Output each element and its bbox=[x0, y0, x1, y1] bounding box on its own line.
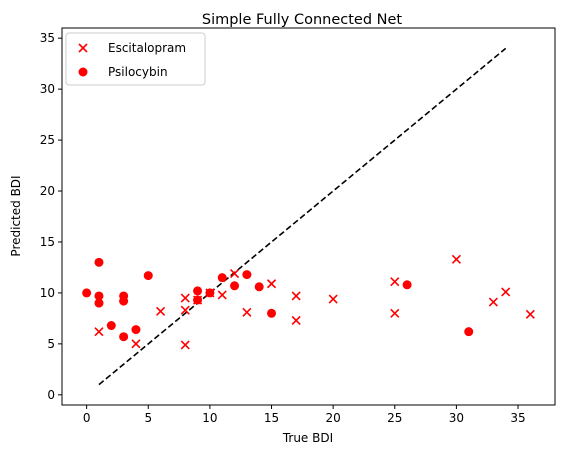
point-psilocybin bbox=[267, 308, 277, 318]
y-tick-label: 10 bbox=[40, 286, 55, 300]
x-tick-label: 20 bbox=[326, 411, 341, 425]
point-psilocybin bbox=[254, 282, 264, 292]
point-psilocybin bbox=[131, 325, 141, 335]
point-escitalopram bbox=[180, 293, 190, 303]
point-psilocybin bbox=[193, 286, 203, 296]
point-psilocybin bbox=[464, 327, 474, 337]
x-tick-label: 5 bbox=[144, 411, 152, 425]
point-escitalopram bbox=[390, 277, 400, 287]
x-tick-label: 10 bbox=[202, 411, 217, 425]
point-escitalopram bbox=[291, 315, 301, 325]
point-psilocybin bbox=[94, 291, 104, 301]
point-escitalopram bbox=[451, 254, 461, 264]
point-escitalopram bbox=[217, 290, 227, 300]
point-escitalopram bbox=[180, 305, 190, 315]
x-tick-label: 30 bbox=[449, 411, 464, 425]
point-psilocybin bbox=[106, 321, 116, 331]
point-psilocybin bbox=[193, 295, 203, 305]
x-tick-label: 25 bbox=[387, 411, 402, 425]
series-psilocybin bbox=[82, 257, 474, 342]
x-axis: 0 5 10 15 20 25 30 35 bbox=[83, 405, 526, 425]
y-tick-label: 0 bbox=[47, 388, 55, 402]
y-axis: 0 5 10 15 20 25 30 35 bbox=[40, 31, 62, 402]
y-tick-label: 5 bbox=[47, 337, 55, 351]
legend-label-psilocybin: Psilocybin bbox=[108, 65, 168, 79]
point-escitalopram bbox=[266, 279, 277, 289]
x-tick-label: 15 bbox=[264, 411, 279, 425]
point-escitalopram bbox=[501, 287, 511, 297]
legend-marker-x bbox=[78, 43, 88, 53]
x-tick-label: 0 bbox=[83, 411, 91, 425]
y-tick-label: 20 bbox=[40, 184, 55, 198]
legend: Escitalopram Psilocybin bbox=[65, 32, 206, 86]
y-tick-label: 30 bbox=[40, 82, 55, 96]
y-tick-label: 35 bbox=[40, 31, 55, 45]
point-psilocybin bbox=[119, 332, 129, 342]
point-escitalopram bbox=[156, 306, 166, 316]
chart-title: Simple Fully Connected Net bbox=[202, 12, 403, 28]
point-psilocybin bbox=[94, 298, 104, 308]
legend-box bbox=[65, 32, 206, 86]
point-escitalopram bbox=[390, 308, 400, 318]
point-escitalopram bbox=[525, 309, 535, 319]
point-psilocybin bbox=[242, 270, 252, 280]
point-psilocybin bbox=[402, 280, 412, 290]
point-escitalopram bbox=[242, 307, 252, 317]
point-escitalopram bbox=[180, 340, 190, 350]
y-axis-title: Predicted BDI bbox=[9, 175, 23, 256]
legend-label-escitalopram: Escitalopram bbox=[108, 41, 186, 55]
point-escitalopram bbox=[291, 291, 301, 301]
y-tick-label: 15 bbox=[40, 235, 55, 249]
point-psilocybin bbox=[217, 273, 227, 283]
plot-area bbox=[82, 47, 535, 386]
point-escitalopram bbox=[328, 294, 338, 304]
point-escitalopram bbox=[229, 268, 240, 279]
point-psilocybin bbox=[94, 257, 104, 267]
point-escitalopram bbox=[131, 339, 141, 349]
point-psilocybin bbox=[143, 271, 153, 281]
x-axis-title: True BDI bbox=[282, 431, 333, 445]
y-tick-label: 25 bbox=[40, 133, 55, 147]
point-psilocybin bbox=[82, 288, 92, 298]
point-psilocybin bbox=[230, 281, 240, 291]
legend-marker-dot bbox=[78, 67, 88, 77]
x-tick-label: 35 bbox=[510, 411, 525, 425]
plot-frame bbox=[61, 27, 556, 406]
point-escitalopram bbox=[94, 327, 104, 337]
point-psilocybin bbox=[205, 288, 215, 298]
point-escitalopram bbox=[488, 297, 498, 307]
point-psilocybin bbox=[119, 296, 129, 306]
identity-reference-line bbox=[98, 47, 507, 386]
